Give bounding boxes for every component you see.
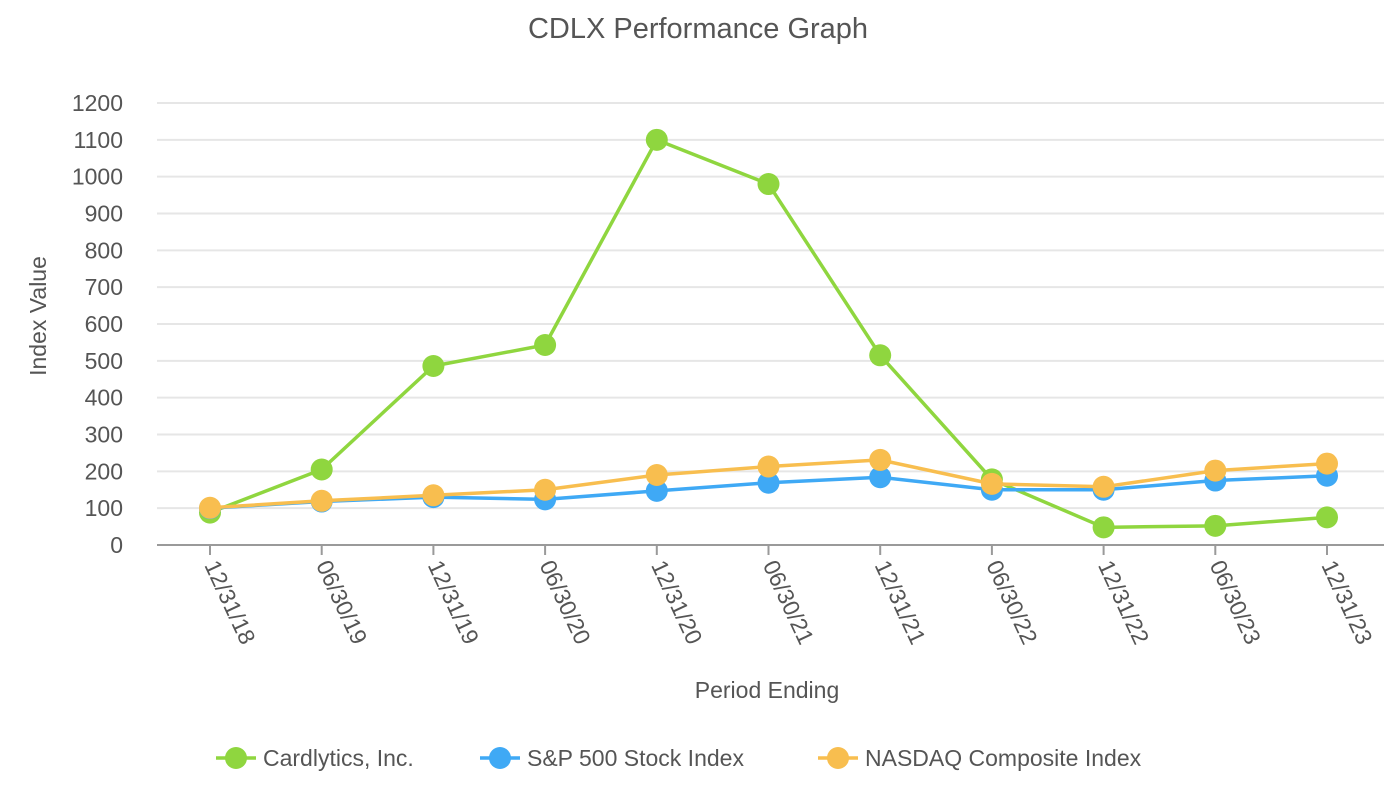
data-point xyxy=(199,496,221,519)
y-tick-label-1200: 1200 xyxy=(72,90,123,116)
data-point xyxy=(645,128,668,151)
x-tick-label: 12/31/19 xyxy=(423,556,484,648)
legend-marker xyxy=(225,747,247,769)
y-axis-label: Index Value xyxy=(25,256,51,376)
data-point xyxy=(422,354,445,377)
data-point xyxy=(980,472,1003,495)
data-point xyxy=(869,344,892,367)
data-point xyxy=(757,455,780,478)
data-point xyxy=(1092,475,1115,498)
data-point xyxy=(1204,459,1227,482)
x-tick-label: 12/31/23 xyxy=(1316,556,1377,648)
x-axis-label: Period Ending xyxy=(695,677,840,703)
x-tick-label: 06/30/20 xyxy=(535,556,596,648)
x-tick-label: 06/30/23 xyxy=(1205,556,1266,648)
chart-title: CDLX Performance Graph xyxy=(528,13,868,45)
series-2 xyxy=(199,448,1338,519)
data-point xyxy=(422,484,445,507)
x-axis-ticks: 12/31/18 06/30/19 12/31/19 06/30/20 12/31/20… xyxy=(199,545,1378,648)
y-tick-label-800: 800 xyxy=(85,237,123,263)
x-tick-label: 06/30/22 xyxy=(981,556,1042,648)
data-point xyxy=(310,489,333,512)
y-tick-label-1100: 1100 xyxy=(74,127,123,153)
x-tick-label: 12/31/22 xyxy=(1093,556,1154,648)
x-tick-label: 12/31/20 xyxy=(646,556,707,648)
data-point xyxy=(534,333,557,356)
data-point xyxy=(1316,452,1338,475)
data-point xyxy=(1092,516,1115,539)
y-tick-label-500: 500 xyxy=(85,348,123,374)
y-tick-label-400: 400 xyxy=(85,385,123,411)
legend-label: Cardlytics, Inc. xyxy=(263,745,414,771)
legend-marker xyxy=(827,747,849,769)
x-tick-label: 06/30/21 xyxy=(758,556,819,648)
legend: Cardlytics, Inc. S&P 500 Stock Index NASDA… xyxy=(216,745,1142,771)
data-point xyxy=(645,464,668,487)
data-point xyxy=(310,458,333,481)
y-tick-label-600: 600 xyxy=(85,311,123,337)
x-tick-label: 12/31/18 xyxy=(199,556,260,648)
y-tick-label-200: 200 xyxy=(85,458,123,484)
y-tick-label-700: 700 xyxy=(85,274,123,300)
data-point xyxy=(1316,506,1338,529)
data-point xyxy=(534,478,557,501)
y-tick-label-0: 0 xyxy=(110,532,123,558)
legend-item-0: Cardlytics, Inc. xyxy=(216,745,414,771)
legend-label: S&P 500 Stock Index xyxy=(527,745,744,771)
data-point xyxy=(757,173,780,196)
data-point xyxy=(757,471,780,494)
gridlines xyxy=(157,102,1384,510)
data-point xyxy=(869,448,892,471)
y-axis-ticks: 0 100 200 300 400 500 600 700 800 900 1000 1100 1200 xyxy=(72,90,123,558)
series-lines xyxy=(199,128,1338,539)
data-point xyxy=(645,479,668,502)
legend-marker xyxy=(489,747,511,769)
legend-label: NASDAQ Composite Index xyxy=(865,745,1142,771)
x-tick-label: 12/31/21 xyxy=(870,556,931,648)
x-tick-label: 06/30/19 xyxy=(311,556,372,648)
legend-item-2: NASDAQ Composite Index xyxy=(818,745,1142,771)
y-tick-label-100: 100 xyxy=(85,495,123,521)
legend-item-1: S&P 500 Stock Index xyxy=(480,745,744,771)
y-tick-label-300: 300 xyxy=(85,422,123,448)
y-tick-label-1000: 1000 xyxy=(72,164,123,190)
data-point xyxy=(1204,514,1227,537)
y-tick-label-900: 900 xyxy=(85,201,123,227)
data-point xyxy=(869,466,892,489)
